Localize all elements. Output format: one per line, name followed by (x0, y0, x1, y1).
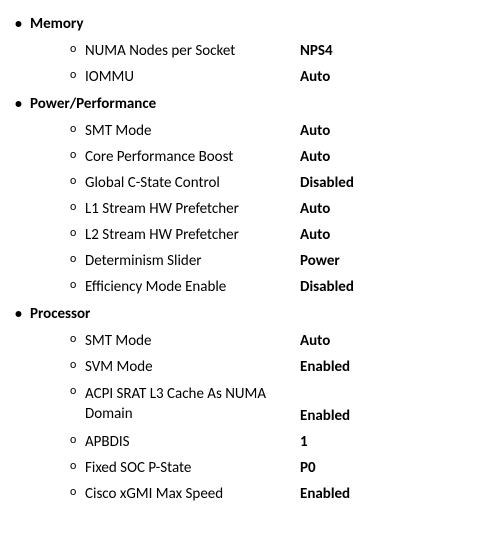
setting-label: SMT Mode (85, 122, 300, 140)
setting-row: o SVM Mode Enabled (30, 354, 500, 380)
setting-value: Disabled (300, 174, 354, 192)
section-header-memory: • Memory (30, 10, 500, 38)
section-title: Memory (30, 15, 83, 33)
section-title: Processor (30, 305, 90, 323)
setting-row: o APBDIS 1 (30, 429, 500, 455)
setting-value: Auto (300, 122, 330, 140)
setting-row: o IOMMU Auto (30, 64, 500, 90)
section-header-processor: • Processor (30, 300, 500, 328)
setting-label: Cisco xGMI Max Speed (85, 485, 300, 503)
setting-value: Power (300, 252, 340, 270)
setting-value: 1 (300, 433, 308, 451)
bullet-icon: • (15, 305, 22, 322)
setting-label: SVM Mode (85, 358, 300, 376)
sub-bullet-icon: o (70, 122, 76, 136)
setting-value: Auto (300, 68, 330, 86)
setting-label: APBDIS (85, 433, 300, 451)
setting-row: o SMT Mode Auto (30, 328, 500, 354)
setting-value: Auto (300, 148, 330, 166)
sub-bullet-icon: o (70, 384, 76, 398)
setting-value: NPS4 (300, 42, 333, 60)
bullet-icon: • (15, 95, 22, 112)
setting-value: P0 (300, 459, 316, 477)
setting-label: Fixed SOC P-State (85, 459, 300, 477)
sub-bullet-icon: o (70, 252, 76, 266)
sub-bullet-icon: o (70, 485, 76, 499)
setting-row: o Global C-State Control Disabled (30, 170, 500, 196)
sub-bullet-icon: o (70, 200, 76, 214)
setting-value: Enabled (300, 485, 350, 503)
setting-label: IOMMU (85, 68, 300, 86)
setting-value: Disabled (300, 278, 354, 296)
setting-row: o L2 Stream HW Prefetcher Auto (30, 222, 500, 248)
setting-row: o ACPI SRAT L3 Cache As NUMA Domain Enab… (30, 380, 500, 429)
sub-bullet-icon: o (70, 433, 76, 447)
setting-value: Auto (300, 200, 330, 218)
setting-row: o Fixed SOC P-State P0 (30, 455, 500, 481)
sub-bullet-icon: o (70, 332, 76, 346)
setting-row: o SMT Mode Auto (30, 118, 500, 144)
settings-list: • Memory o NUMA Nodes per Socket NPS4 o … (0, 10, 500, 507)
sub-bullet-icon: o (70, 278, 76, 292)
setting-row: o Cisco xGMI Max Speed Enabled (30, 481, 500, 507)
setting-row: o Efficiency Mode Enable Disabled (30, 274, 500, 300)
section-header-power-performance: • Power/Performance (30, 90, 500, 118)
sub-bullet-icon: o (70, 42, 76, 56)
setting-row: o L1 Stream HW Prefetcher Auto (30, 196, 500, 222)
sub-bullet-icon: o (70, 174, 76, 188)
sub-bullet-icon: o (70, 459, 76, 473)
setting-value: Enabled (300, 358, 350, 376)
sub-bullet-icon: o (70, 226, 76, 240)
setting-value: Auto (300, 226, 330, 244)
setting-row: o Core Performance Boost Auto (30, 144, 500, 170)
setting-label: Global C-State Control (85, 174, 300, 192)
setting-row: o NUMA Nodes per Socket NPS4 (30, 38, 500, 64)
section-title: Power/Performance (30, 95, 156, 113)
setting-label: SMT Mode (85, 332, 300, 350)
setting-label: Core Performance Boost (85, 148, 300, 166)
setting-row: o Determinism Slider Power (30, 248, 500, 274)
setting-label: L1 Stream HW Prefetcher (85, 200, 300, 218)
setting-value: Enabled (300, 407, 350, 425)
bullet-icon: • (15, 15, 22, 32)
setting-label: NUMA Nodes per Socket (85, 42, 300, 60)
setting-value: Auto (300, 332, 330, 350)
sub-bullet-icon: o (70, 148, 76, 162)
sub-bullet-icon: o (70, 358, 76, 372)
setting-label: Determinism Slider (85, 252, 300, 270)
setting-label: Efficiency Mode Enable (85, 278, 300, 296)
setting-label: L2 Stream HW Prefetcher (85, 226, 300, 244)
sub-bullet-icon: o (70, 68, 76, 82)
setting-label: ACPI SRAT L3 Cache As NUMA Domain (85, 384, 300, 425)
